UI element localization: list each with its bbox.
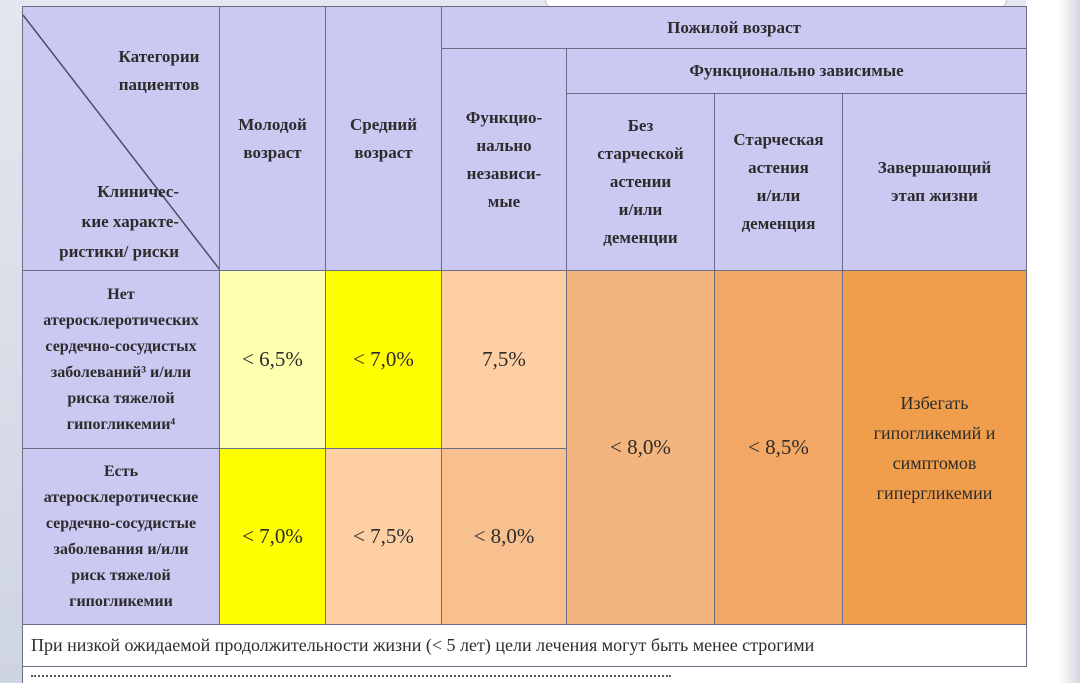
row1-middle-value: < 7,0% [326, 271, 442, 449]
clinical-label: Клиничес- кие характе- ристики/ риски [59, 177, 179, 267]
frailty-value: < 8,5% [715, 271, 843, 625]
func-independent-header: Функцио- нально независи- мые [442, 49, 567, 271]
hba1c-targets-table: Категории пациентов Клиничес- кие характ… [22, 6, 1027, 667]
row2-young-value: < 7,0% [220, 449, 326, 625]
right-shadow [1058, 0, 1080, 683]
row1-func-independent-value: 7,5% [442, 271, 567, 449]
middle-age-header: Средний возраст [326, 7, 442, 271]
row-no-cvd-label: Нет атеросклеротических сердечно-сосудис… [23, 271, 220, 449]
categories-label: Категории пациентов [89, 43, 220, 99]
end-of-life-value: Избегать гипогликемий и симптомов гиперг… [843, 271, 1027, 625]
cut-off-next-row [22, 667, 1027, 683]
no-frailty-header: Без старческой астении и/или деменции [567, 94, 715, 271]
young-age-header: Молодой возраст [220, 7, 326, 271]
func-dependent-header: Функционально зависимые [567, 49, 1027, 94]
frailty-header: Старческая астения и/или деменция [715, 94, 843, 271]
corner-header-cell: Категории пациентов Клиничес- кие характ… [23, 7, 220, 271]
no-frailty-value: < 8,0% [567, 271, 715, 625]
row-cvd-label: Есть атеросклеротические сердечно-сосуди… [23, 449, 220, 625]
row2-middle-value: < 7,5% [326, 449, 442, 625]
footnote: При низкой ожидаемой продолжительности ж… [23, 625, 1027, 667]
elderly-header: Пожилой возраст [442, 7, 1027, 49]
cut-off-text [31, 675, 671, 681]
row1-young-value: < 6,5% [220, 271, 326, 449]
row2-func-independent-value: < 8,0% [442, 449, 567, 625]
end-of-life-header: Завершающий этап жизни [843, 94, 1027, 271]
